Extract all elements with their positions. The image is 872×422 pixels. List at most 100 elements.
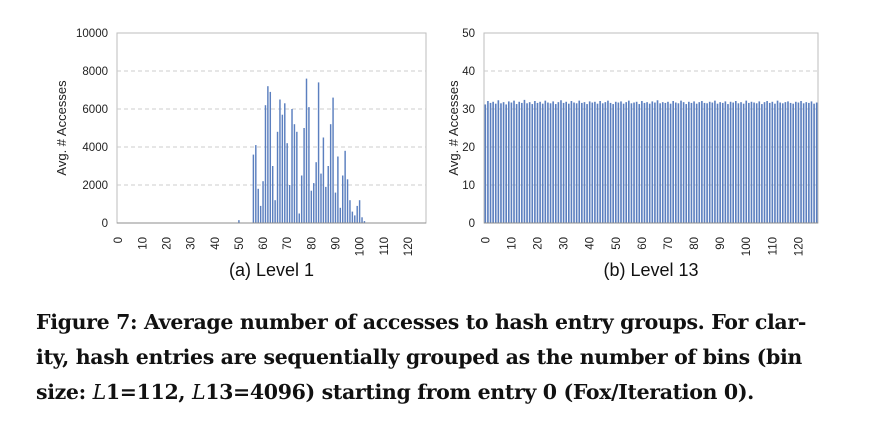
- x-tick-label: 40: [210, 237, 222, 250]
- y-tick-label: 8000: [82, 66, 108, 78]
- bar: [669, 103, 672, 223]
- bar: [573, 102, 575, 223]
- bar: [507, 101, 510, 223]
- bar: [630, 103, 633, 223]
- bar: [339, 207, 342, 223]
- bar: [781, 103, 784, 223]
- x-tick-label: 110: [767, 237, 779, 255]
- bar: [361, 217, 363, 223]
- bar: [526, 103, 528, 223]
- bar: [635, 101, 638, 223]
- bar: [296, 131, 298, 223]
- bar: [800, 101, 802, 223]
- y-tick-label: 6000: [82, 104, 108, 116]
- bar: [557, 102, 560, 223]
- bar: [685, 104, 688, 223]
- bar: [547, 102, 549, 223]
- bar: [523, 99, 526, 223]
- bar: [763, 102, 766, 223]
- bar: [719, 102, 721, 223]
- bar: [711, 102, 714, 223]
- bar: [536, 102, 539, 223]
- bar: [591, 102, 594, 223]
- bar: [310, 190, 313, 223]
- bar: [300, 175, 303, 223]
- bar: [594, 101, 596, 223]
- bar: [808, 102, 810, 223]
- bar: [291, 109, 293, 223]
- y-axis-title: Avg. # Accesses: [446, 80, 461, 176]
- x-tick-label: 70: [663, 237, 675, 250]
- caption-line-2: ity, hash entries are sequentially group…: [36, 345, 802, 369]
- bar: [262, 181, 264, 223]
- bar: [641, 101, 643, 223]
- bar: [638, 104, 641, 223]
- bar: [356, 205, 358, 223]
- bar: [727, 104, 729, 223]
- x-tick-label: 80: [689, 237, 701, 250]
- bar: [674, 102, 677, 223]
- bar: [518, 101, 521, 223]
- bar: [534, 101, 536, 223]
- bar: [677, 103, 680, 223]
- bar: [651, 101, 654, 223]
- bar: [344, 150, 346, 223]
- bar: [724, 101, 727, 223]
- bar: [354, 215, 356, 223]
- bar: [672, 101, 674, 223]
- bar: [607, 100, 609, 223]
- bar: [698, 102, 701, 223]
- bar: [740, 102, 742, 223]
- caption-line-1: Figure 7: Average number of accesses to …: [36, 310, 806, 334]
- x-tick-label: 10: [506, 237, 518, 250]
- x-tick-label: 120: [793, 237, 805, 256]
- bar: [308, 107, 310, 223]
- bar: [257, 188, 259, 223]
- bar: [703, 102, 706, 223]
- bar: [539, 101, 541, 223]
- bar: [284, 103, 286, 223]
- bar: [567, 103, 570, 223]
- bar: [259, 205, 262, 223]
- bar: [714, 100, 716, 223]
- bar: [695, 103, 698, 223]
- bar: [708, 101, 711, 223]
- bar: [755, 103, 758, 223]
- figure-caption: Figure 7: Average number of accesses to …: [36, 305, 848, 410]
- caption-text: size:: [36, 380, 93, 404]
- y-tick-label: 10: [462, 180, 475, 192]
- bar: [612, 104, 614, 223]
- subtitle-level-13: (b) Level 13: [603, 260, 698, 280]
- x-tick-label: 50: [611, 237, 623, 250]
- bar: [682, 102, 685, 223]
- x-tick-label: 60: [258, 237, 270, 250]
- bar: [766, 101, 768, 223]
- caption-text: 13=4096) starting from entry 0 (Fox/Iter…: [205, 380, 754, 404]
- bar: [500, 103, 502, 223]
- bar: [609, 102, 612, 223]
- bar: [805, 102, 808, 223]
- caption-line-3: size: L1=112, L13=4096) starting from en…: [36, 375, 848, 410]
- bar: [286, 143, 288, 223]
- y-tick-label: 2000: [82, 180, 108, 192]
- y-tick-label: 0: [469, 218, 475, 230]
- bar: [643, 102, 646, 223]
- bar: [588, 101, 591, 223]
- bar: [774, 103, 776, 223]
- bar: [601, 103, 604, 223]
- bar: [513, 100, 515, 223]
- x-tick-label: 0: [113, 237, 125, 243]
- x-tick-label: 120: [403, 237, 415, 256]
- bar: [578, 100, 581, 223]
- bar: [732, 102, 735, 223]
- bar: [815, 102, 818, 223]
- bar: [505, 104, 507, 223]
- x-tick-label: 30: [559, 237, 571, 250]
- bar: [544, 100, 547, 223]
- bar: [562, 102, 565, 223]
- x-tick-label: 110: [379, 237, 391, 255]
- bar: [554, 104, 557, 223]
- bar: [761, 104, 763, 223]
- bar: [238, 220, 240, 223]
- bar: [680, 100, 682, 223]
